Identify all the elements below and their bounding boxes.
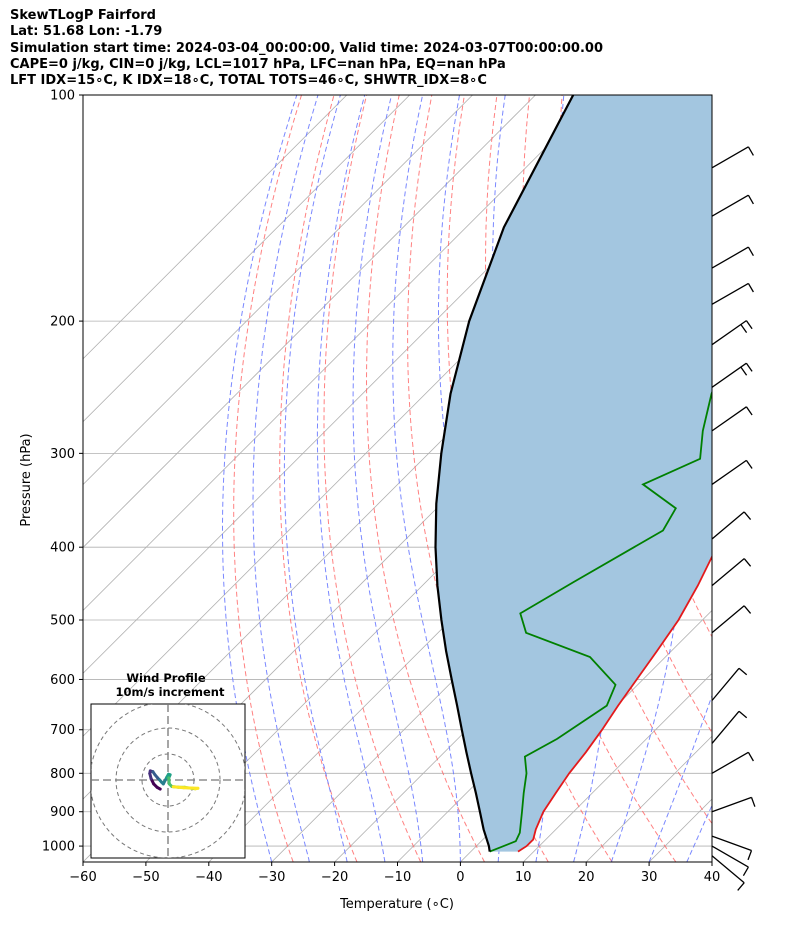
chart-title: SkewTLogP Fairford	[10, 8, 156, 23]
x-tick-label: −30	[258, 870, 285, 885]
series-layer	[434, 95, 712, 853]
x-tick-label: 0	[456, 870, 464, 885]
x-axis-label: Temperature (∘C)	[339, 897, 454, 912]
moist-adiabat-line	[352, 95, 424, 862]
dry-adiabat-line	[233, 95, 302, 862]
x-tick-label: −20	[321, 870, 348, 885]
x-tick-label: 20	[578, 870, 595, 885]
wind-barb	[711, 511, 752, 540]
moist-adiabat-line	[648, 694, 712, 862]
wind-barb	[711, 845, 749, 877]
moist-adiabat-line	[316, 95, 386, 862]
inset-title: Wind Profile	[126, 671, 206, 685]
isotherm-line	[83, 95, 536, 549]
parcel-line	[434, 95, 575, 852]
y-axis-label: Pressure (hPa)	[19, 433, 34, 526]
x-tick-label: −50	[132, 870, 159, 885]
wind-profile-inset: Wind Profile 10m/s increment	[90, 671, 246, 859]
wind-barb	[711, 835, 753, 861]
wind-barb	[711, 558, 752, 587]
chart-header: SkewTLogP Fairford Lat: 51.68 Lon: -1.79…	[10, 8, 790, 89]
y-tick-label: 300	[50, 447, 75, 462]
isotherm-line	[83, 95, 410, 423]
hodograph-segment	[171, 785, 186, 790]
x-tick-label: −10	[384, 870, 411, 885]
dry-adiabat-line	[725, 95, 794, 862]
y-tick-label: 400	[50, 541, 75, 556]
wind-barb	[711, 320, 753, 346]
isotherm-line	[711, 861, 712, 862]
indices-line-1: CAPE=0 j/kg, CIN=0 j/kg, LCL=1017 hPa, L…	[10, 56, 506, 72]
wind-barb	[711, 146, 754, 169]
wind-barb	[711, 710, 748, 744]
dry-adiabat-line	[758, 95, 794, 862]
isotherm-line	[523, 672, 712, 862]
cape-cin-area	[435, 95, 712, 852]
wind-barb	[711, 667, 748, 701]
y-tick-label: 100	[50, 89, 75, 104]
x-tick-label: −60	[69, 870, 96, 885]
wind-barb	[711, 796, 756, 813]
x-tick-label: 10	[515, 870, 532, 885]
y-tick-label: 700	[50, 723, 75, 738]
location-line: Lat: 51.68 Lon: -1.79	[10, 24, 163, 40]
cape-fill-layer	[435, 95, 712, 852]
wind-barb	[711, 751, 754, 774]
x-tick-label: 30	[641, 870, 658, 885]
wind-barb	[711, 459, 753, 485]
moist-adiabat-line	[222, 95, 298, 862]
temperature-line	[517, 554, 712, 853]
wind-barbs	[711, 146, 756, 891]
y-tick-label: 900	[50, 805, 75, 820]
y-tick-label: 200	[50, 315, 75, 330]
wind-barb	[711, 282, 754, 305]
inset-subtitle: 10m/s increment	[116, 685, 225, 699]
dry-adiabat-line	[790, 95, 794, 862]
y-tick-label: 1000	[42, 840, 75, 855]
y-tick-label: 500	[50, 613, 75, 628]
x-tick-label: 40	[704, 870, 721, 885]
moist-adiabat-line	[283, 95, 348, 862]
y-tick-label: 600	[50, 673, 75, 688]
x-tick-label: −40	[195, 870, 222, 885]
dewpoint-line	[489, 389, 712, 853]
isotherm-line	[83, 95, 348, 360]
indices-line-2: LFT IDX=15∘C, K IDX=18∘C, TOTAL TOTS=46∘…	[10, 73, 487, 89]
wind-barb	[711, 605, 752, 634]
y-tick-label: 800	[50, 767, 75, 782]
hodograph-segment	[182, 786, 200, 790]
dry-adiabat-line	[279, 95, 358, 862]
wind-barb	[711, 406, 753, 432]
dry-adiabat-line	[365, 95, 485, 862]
wind-barb	[711, 194, 754, 217]
moist-adiabat-line	[686, 804, 712, 862]
time-line: Simulation start time: 2024-03-04_00:00:…	[10, 40, 603, 56]
dry-adiabat-line	[323, 95, 422, 862]
wind-barb	[711, 362, 753, 388]
isotherm-line	[83, 95, 473, 486]
wind-barb	[711, 855, 745, 891]
moist-adiabat-line	[252, 95, 319, 862]
axis-ticks: −60 −50 −40 −30 −20 −10 0 10 20 30 40 100 200 300 400 5…	[42, 89, 720, 886]
isotherm-line	[83, 95, 599, 611]
wind-barb	[711, 246, 754, 269]
